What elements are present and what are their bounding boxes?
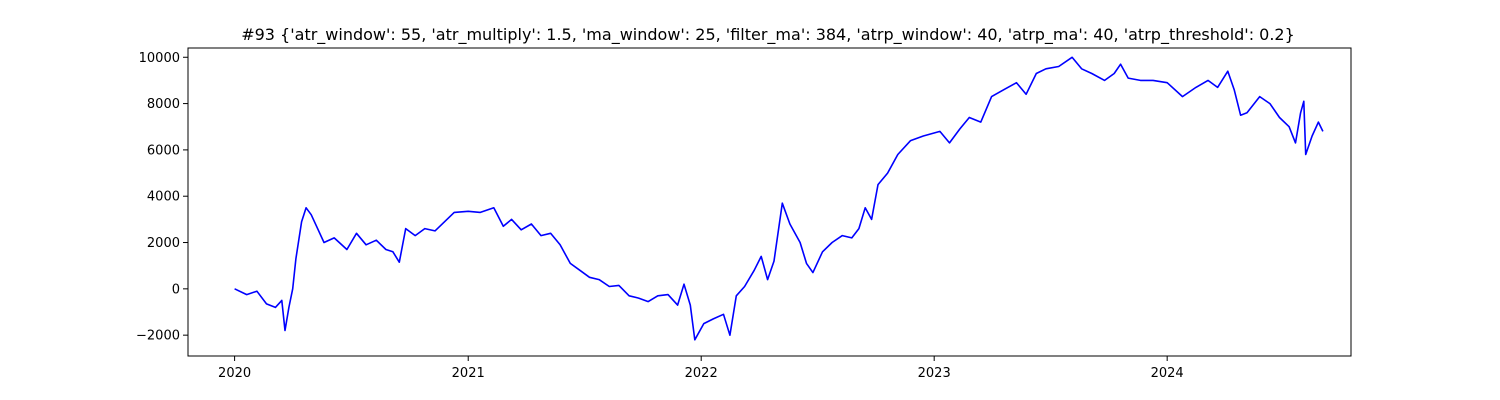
y-tick-label: −2000	[136, 329, 180, 344]
x-tick-label: 2023	[918, 366, 951, 381]
y-tick-label: 6000	[147, 143, 180, 158]
series-line-0	[234, 56, 1324, 341]
axes-ticks: −2000 0 2000 4000 6000 8000 10000 2020 2021 2022 2…	[136, 51, 1184, 381]
y-tick-label: 8000	[147, 97, 180, 112]
x-tick-label: 2022	[685, 366, 718, 381]
x-tick-label: 2024	[1151, 366, 1184, 381]
y-tick-label: 0	[172, 282, 180, 297]
x-tick-label: 2020	[218, 366, 251, 381]
y-tick-label: 2000	[147, 236, 180, 251]
plot-frame	[187, 47, 1352, 357]
plot-area	[234, 56, 1324, 341]
x-tick-label: 2021	[452, 366, 485, 381]
chart-title: #93 {'atr_window': 55, 'atr_multiply': 1…	[241, 25, 1295, 45]
y-tick-label: 10000	[139, 51, 180, 66]
y-tick-label: 4000	[147, 190, 180, 205]
